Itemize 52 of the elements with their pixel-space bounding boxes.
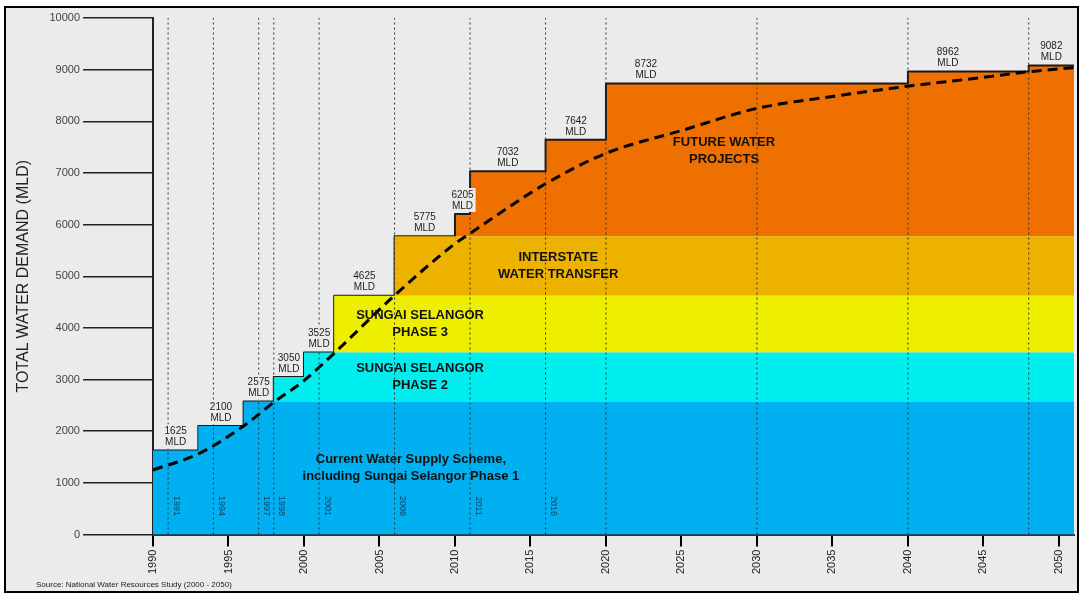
total-label: 7642 MLD — [564, 114, 588, 137]
total-label: 5775 MLD — [413, 210, 437, 233]
series-label: SUNGAI SELANGOR PHASE 2 — [356, 360, 485, 393]
ref-line-label: 1997 — [262, 496, 273, 517]
ref-line-label: 1994 — [216, 496, 227, 517]
ref-line-label: 2001 — [322, 496, 333, 517]
total-label: 2100 MLD — [209, 400, 233, 423]
total-label: 3050 MLD — [277, 351, 301, 374]
x-tick-label: 2000 — [297, 549, 310, 575]
y-tick-label: 0 — [73, 527, 80, 540]
total-label: 4625 MLD — [353, 270, 376, 293]
source-note: Source: National Water Resources Study (2000 - 2050) — [36, 580, 233, 590]
y-tick-label: 5000 — [55, 269, 80, 282]
x-tick-label: 2045 — [976, 549, 989, 575]
y-tick-label: 8000 — [55, 114, 80, 127]
total-label: 8732 MLD — [634, 58, 658, 81]
total-label: 2575 MLD — [247, 376, 271, 399]
total-label: 6205 MLD — [451, 188, 475, 211]
y-tick-label: 9000 — [55, 62, 80, 75]
y-axis-title: TOTAL WATER DEMAND (MLD) — [14, 159, 32, 393]
total-label: 9082 MLD — [1040, 40, 1063, 63]
y-tick-label: 1000 — [55, 475, 80, 488]
y-tick-label: 6000 — [55, 217, 80, 230]
series-label: Current Water Supply Scheme, including Sungai Selangor Phase 1 — [302, 451, 520, 484]
x-tick-label: 2005 — [372, 549, 385, 575]
y-tick-label: 2000 — [55, 424, 80, 437]
series-label: SUNGAI SELANGOR PHASE 3 — [356, 307, 485, 340]
x-tick-label: 2040 — [900, 549, 913, 575]
y-tick-label: 10000 — [49, 11, 80, 24]
x-tick-label: 2025 — [674, 549, 687, 575]
ref-line-label: 2006 — [398, 496, 409, 517]
series-label: INTERSTATE WATER TRANSFER — [498, 249, 620, 282]
y-tick-label: 3000 — [55, 372, 80, 385]
x-tick-label: 2020 — [598, 549, 611, 575]
x-tick-label: 2030 — [749, 549, 762, 575]
x-tick-label: 1995 — [221, 549, 234, 575]
ref-line-label: 2011 — [473, 496, 484, 516]
ref-line-label: 2016 — [549, 496, 560, 517]
ref-line-label: 1998 — [277, 496, 288, 517]
total-label: 7032 MLD — [496, 146, 520, 169]
x-tick-label: 2050 — [1051, 549, 1064, 575]
x-tick-label: 1990 — [146, 549, 159, 575]
ref-line-label: 1991 — [171, 496, 182, 517]
x-tick-label: 2015 — [523, 549, 536, 575]
y-tick-label: 4000 — [55, 320, 80, 333]
total-label: 1625 MLD — [164, 425, 188, 448]
total-label: 8962 MLD — [936, 46, 960, 69]
series-label: FUTURE WATER PROJECTS — [672, 133, 776, 166]
y-tick-label: 7000 — [55, 165, 80, 178]
x-tick-label: 2010 — [448, 549, 460, 575]
x-tick-label: 2035 — [825, 549, 838, 575]
total-label: 3525 MLD — [307, 327, 331, 350]
